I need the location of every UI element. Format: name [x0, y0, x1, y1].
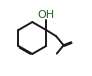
Text: OH: OH — [38, 10, 55, 20]
